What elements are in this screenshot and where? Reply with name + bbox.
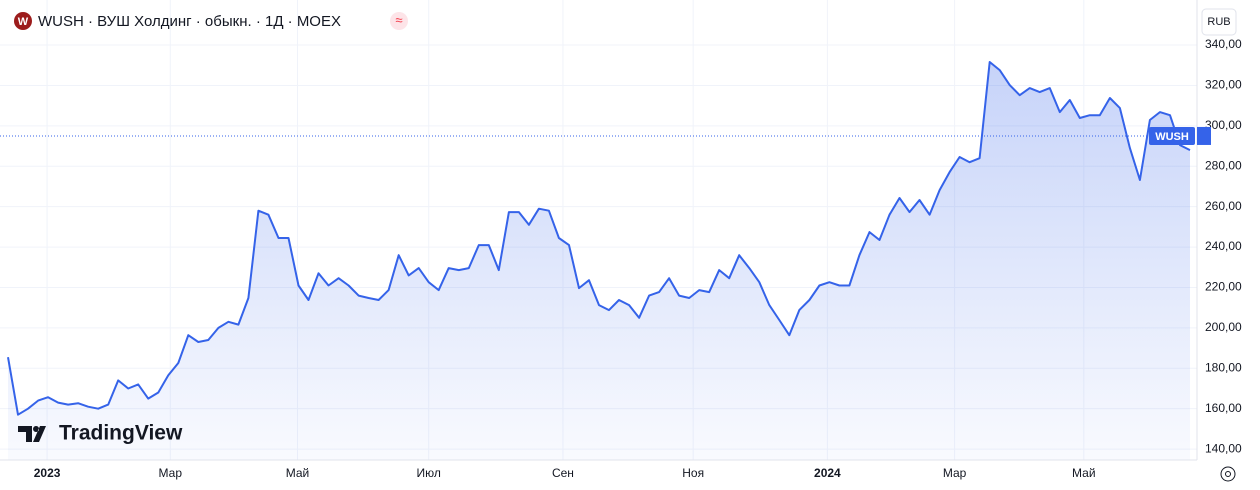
- y-tick-label: 340,00: [1205, 37, 1242, 51]
- x-tick-label: Сен: [552, 466, 574, 480]
- y-tick-label: 260,00: [1205, 199, 1242, 213]
- y-tick-label: 300,00: [1205, 118, 1242, 132]
- symbol-label: WUSH: [1155, 131, 1189, 143]
- watermark: TradingView: [59, 422, 183, 445]
- y-tick-label: 320,00: [1205, 78, 1242, 92]
- area: [8, 62, 1190, 460]
- x-tick-label: Июл: [417, 466, 441, 480]
- symbol-label-box: [1149, 126, 1195, 145]
- y-tick-label: 200,00: [1205, 320, 1242, 334]
- settings-icon: [1225, 471, 1231, 477]
- x-tick-label: 2024: [814, 466, 841, 480]
- x-tick-label: Мар: [943, 466, 967, 480]
- currency-label: RUB: [1207, 16, 1230, 28]
- status-badge-icon: ≈: [395, 12, 402, 27]
- y-tick-label: 240,00: [1205, 239, 1242, 253]
- y-tick-label: 280,00: [1205, 158, 1242, 172]
- status-badge[interactable]: [390, 12, 408, 30]
- price-line: [7, 61, 1191, 416]
- logo-letter: W: [18, 16, 29, 28]
- x-tick-label: Май: [1072, 466, 1096, 480]
- price-axis-marker: [1197, 126, 1211, 145]
- currency-button[interactable]: [1201, 8, 1237, 36]
- y-tick-label: 220,00: [1205, 280, 1242, 294]
- y-tick-label: 160,00: [1205, 401, 1242, 415]
- y-tick-label: 180,00: [1205, 360, 1242, 374]
- x-tick-label: Мар: [159, 466, 183, 480]
- settings-button[interactable]: [1220, 466, 1236, 482]
- x-tick-label: 2023: [34, 466, 61, 480]
- x-tick-label: Ноя: [682, 466, 704, 480]
- logo: [14, 12, 32, 30]
- symbol-title: WUSH · ВУШ Холдинг · обыкн. · 1Д · MOEX: [38, 13, 341, 30]
- y-tick-label: 140,00: [1205, 441, 1242, 455]
- tv-logo-icon: [18, 426, 46, 442]
- x-tick-label: Май: [286, 466, 310, 480]
